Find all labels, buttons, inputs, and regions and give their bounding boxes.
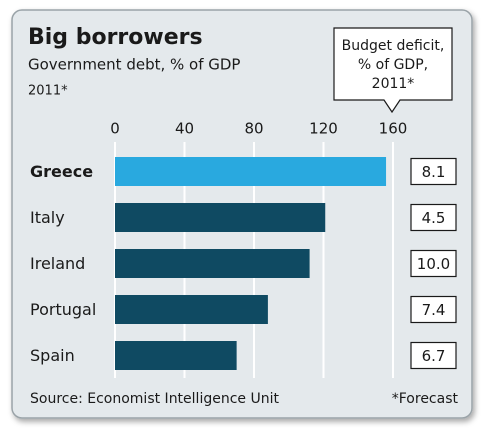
x-tick-label: 160 [379, 120, 408, 138]
chart-title: Big borrowers [28, 25, 203, 50]
deficit-callout [333, 27, 453, 114]
bar [115, 157, 387, 186]
x-tick-label: 80 [244, 120, 263, 138]
deficit-box [410, 203, 457, 232]
deficit-label: 8.1 [422, 163, 446, 181]
deficit-heading-line: % of GDP, [358, 57, 428, 73]
x-tick-label: 40 [175, 120, 194, 138]
deficit-heading: Budget deficit, % of GDP, 2011* [342, 38, 445, 92]
bar [115, 203, 326, 232]
source: Source: Economist Intelligence Unit [30, 391, 279, 407]
bar [115, 249, 310, 278]
category-label: Spain [30, 346, 75, 365]
category-label: Greece [30, 162, 93, 181]
bar [115, 295, 268, 324]
x-tick-label: 0 [110, 120, 120, 138]
category-label: Ireland [30, 254, 85, 273]
deficit-box [410, 341, 457, 370]
category-label: Italy [30, 208, 65, 227]
note: *Forecast [392, 391, 459, 407]
deficit-label: 7.4 [422, 301, 446, 319]
deficit-heading-line: 2011* [372, 76, 415, 92]
chart-subtitle: Government debt, % of GDP [28, 56, 240, 74]
x-tick-label: 120 [309, 120, 338, 138]
deficit-heading-line: Budget deficit, [342, 38, 445, 54]
bar [115, 341, 237, 370]
deficit-box [410, 295, 457, 324]
deficit-label: 6.7 [422, 347, 446, 365]
deficit-label: 10.0 [417, 255, 450, 273]
category-label: Portugal [30, 300, 96, 319]
deficit-label: 4.5 [422, 209, 446, 227]
chart-period: 2011* [28, 84, 68, 99]
deficit-box [410, 249, 457, 278]
deficit-box [410, 157, 457, 186]
